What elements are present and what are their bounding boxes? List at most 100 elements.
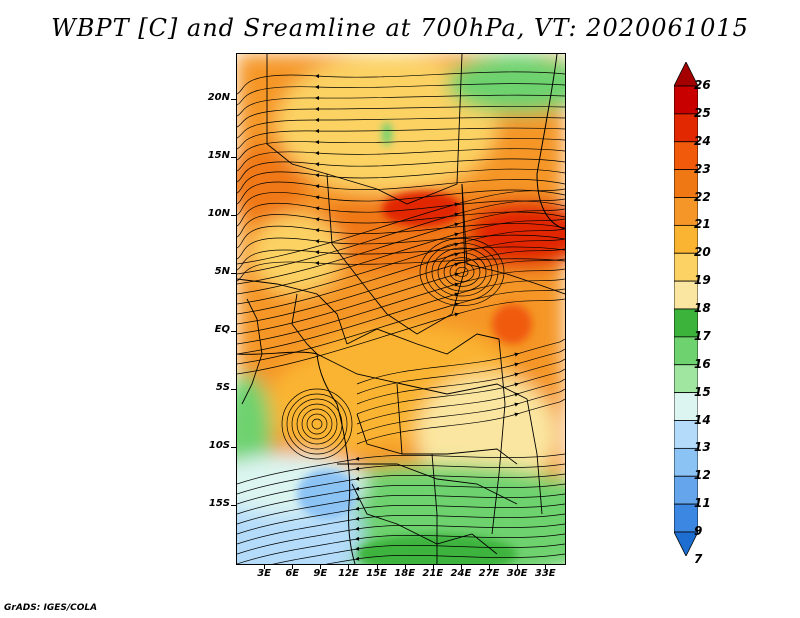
streamline <box>311 418 323 430</box>
streamline <box>237 278 565 355</box>
streamline <box>237 208 565 285</box>
streamline <box>237 248 565 325</box>
streamline <box>237 189 565 216</box>
streamline <box>237 127 565 150</box>
colorbar-label: 24 <box>694 133 711 148</box>
streamline <box>237 71 565 95</box>
lat-label: 10S <box>208 440 230 452</box>
colorbar-segment <box>674 169 698 198</box>
lat-tick <box>231 505 236 507</box>
cool-east-africa <box>417 374 557 494</box>
lon-tick <box>489 564 491 569</box>
lon-tick <box>517 564 519 569</box>
map-panel <box>236 53 566 565</box>
streamline <box>237 258 565 335</box>
streamline <box>356 378 565 425</box>
streamline <box>237 200 565 227</box>
streamline <box>237 218 565 295</box>
colorbar-label: 13 <box>694 440 711 455</box>
streamline <box>419 238 505 306</box>
streamline <box>301 408 333 440</box>
lon-tick <box>264 564 266 569</box>
streamline <box>237 238 565 315</box>
streamline <box>237 223 565 249</box>
streamline <box>356 368 565 415</box>
colorbar-label: 16 <box>694 356 711 371</box>
streamline <box>356 358 565 405</box>
colorbar-segment <box>674 503 698 533</box>
lat-label: 20N <box>207 92 230 104</box>
streamline <box>237 513 565 545</box>
streamline <box>237 483 565 515</box>
colorbar-segment <box>674 420 698 449</box>
colorbar-label: 7 <box>694 551 703 566</box>
streamline <box>306 413 328 435</box>
colorbar-label: 23 <box>694 161 711 176</box>
streamline <box>296 403 338 445</box>
streamline <box>291 398 343 450</box>
lat-label: 10N <box>207 208 230 220</box>
streamline <box>237 94 565 117</box>
streamline <box>237 234 565 260</box>
streamline <box>237 228 565 305</box>
cool-west-sahel <box>252 214 342 294</box>
streamline <box>237 453 565 485</box>
streamline <box>281 388 353 460</box>
streamline <box>237 211 565 238</box>
streamline <box>237 106 565 128</box>
lat-label: 15S <box>208 498 230 510</box>
streamline <box>237 179 565 205</box>
colorbar-label: 14 <box>694 412 711 427</box>
colorbar-segment <box>674 392 698 421</box>
lon-tick <box>348 564 350 569</box>
streamline <box>431 247 493 297</box>
lat-label: EQ <box>214 324 230 336</box>
colorbar-label: 15 <box>694 384 711 399</box>
lon-label: 27E <box>478 568 500 579</box>
lon-label: 9E <box>313 568 328 579</box>
colorbar-segment <box>674 447 698 477</box>
lat-label: 15N <box>207 150 230 162</box>
colorbar-segment <box>674 364 698 394</box>
colorbar-segment <box>674 336 698 366</box>
colorbar-label: 20 <box>694 245 711 260</box>
lat-tick <box>231 99 236 101</box>
streamline <box>437 252 487 292</box>
streamline <box>237 158 565 183</box>
lat-label: 5S <box>215 382 230 394</box>
lon-tick <box>432 564 434 569</box>
colorbar <box>674 62 698 556</box>
country-borders <box>237 54 565 564</box>
colorbar-label: 9 <box>694 524 703 538</box>
colorbar-segment <box>674 224 698 254</box>
streamline <box>237 523 565 555</box>
lat-tick <box>231 389 236 391</box>
streamline <box>237 117 565 139</box>
streamline <box>272 543 565 564</box>
streamline <box>237 188 565 265</box>
streamline <box>356 398 565 445</box>
lon-label: 18E <box>394 568 416 579</box>
lon-label: 12E <box>338 568 359 579</box>
lon-label: 30E <box>506 568 528 579</box>
colorbar-label: 22 <box>694 189 711 204</box>
streamline <box>237 198 565 275</box>
colorbar-label: 17 <box>694 328 711 343</box>
lon-label: 6E <box>285 568 300 579</box>
colorbar-bottom-triangle <box>674 531 698 556</box>
lon-tick <box>376 564 378 569</box>
lat-tick <box>231 273 236 275</box>
wbpt-field-map <box>237 54 565 564</box>
streamline <box>237 533 565 564</box>
grads-credit: GrADS: IGES/COLA <box>4 603 98 613</box>
lat-tick <box>231 215 236 217</box>
streamline <box>237 83 565 106</box>
lon-tick <box>320 564 322 569</box>
lon-tick <box>292 564 294 569</box>
map-title: WBPT [C] and Sreamline at 700hPa, VT: 20… <box>51 14 749 42</box>
lon-tick <box>545 564 547 569</box>
colorbar-label: 19 <box>694 273 711 288</box>
streamline <box>237 463 565 495</box>
colorbar-label: 12 <box>694 468 711 483</box>
streamline <box>237 268 565 345</box>
